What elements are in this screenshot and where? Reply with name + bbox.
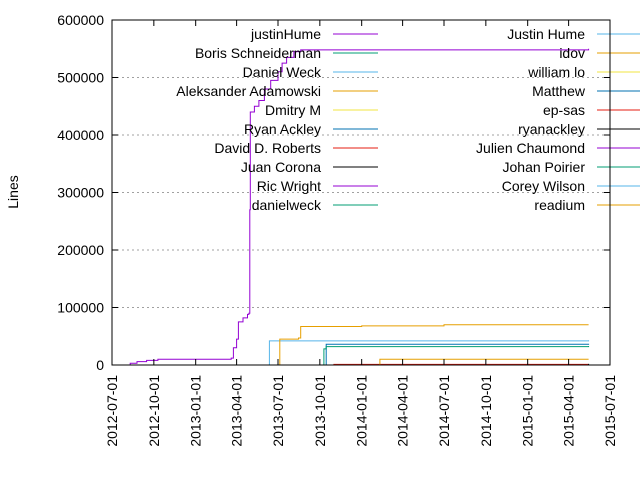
y-axis: 0 100000 200000 300000 400000 500000 600000 xyxy=(57,12,610,373)
x-tick-label: 2013-10-01 xyxy=(312,375,328,447)
legend-item: Dmitry M xyxy=(265,102,378,118)
x-tick-label: 2015-04-01 xyxy=(561,375,577,447)
x-axis: 2012-07-01 2012-10-01 2013-01-01 2013-04-01… xyxy=(104,20,618,447)
y-tick-label: 0 xyxy=(96,357,104,373)
legend-label: Matthew xyxy=(532,83,586,99)
grid xyxy=(112,77,610,308)
legend-item: Ryan Ackley xyxy=(244,121,378,137)
y-tick-label: 300000 xyxy=(57,185,104,201)
x-tick-label: 2014-04-01 xyxy=(395,375,411,447)
legend-item: Juan Corona xyxy=(241,159,378,175)
legend-item: Ric Wright xyxy=(257,178,378,194)
legend-label: Ryan Ackley xyxy=(244,121,321,137)
legend-item: Julien Chaumond xyxy=(476,140,640,156)
legend-item: Aleksander Adamowski xyxy=(176,83,378,99)
x-tick-label: 2012-10-01 xyxy=(146,375,162,447)
x-tick-label: 2015-01-01 xyxy=(520,375,536,447)
legend-item: william lo xyxy=(527,64,640,80)
x-tick-label: 2014-10-01 xyxy=(478,375,494,447)
legend-item: Matthew xyxy=(532,83,640,99)
legend-item: Daniel Weck xyxy=(243,64,378,80)
series-line xyxy=(126,48,590,366)
legend-label: David D. Roberts xyxy=(214,140,321,156)
legend-label: Dmitry M xyxy=(265,102,321,118)
legend-label: Julien Chaumond xyxy=(476,140,585,156)
legend-label: Aleksander Adamowski xyxy=(176,83,321,99)
y-axis-title: Lines xyxy=(5,175,21,208)
x-tick-label: 2013-07-01 xyxy=(270,375,286,447)
x-tick-label: 2015-07-01 xyxy=(602,375,618,447)
legend-label: readium xyxy=(534,197,585,213)
legend-label: justinHume xyxy=(250,26,321,42)
series-line xyxy=(319,346,590,366)
y-tick-label: 400000 xyxy=(57,127,104,143)
legend: justinHume Boris Schneiderman Daniel Weck A… xyxy=(176,26,640,213)
y-tick-label: 100000 xyxy=(57,300,104,316)
legend-item: Boris Schneiderman xyxy=(195,45,378,61)
x-tick-label: 2012-07-01 xyxy=(104,375,120,447)
legend-item: ryanackley xyxy=(518,121,640,137)
legend-item: justinHume xyxy=(250,26,378,42)
series-line xyxy=(278,324,589,366)
legend-label: Boris Schneiderman xyxy=(195,45,321,61)
y-tick-label: 600000 xyxy=(57,12,104,28)
x-tick-label: 2014-07-01 xyxy=(436,375,452,447)
legend-label: Johan Poirier xyxy=(503,159,586,175)
y-tick-label: 200000 xyxy=(57,242,104,258)
x-tick-label: 2013-04-01 xyxy=(229,375,245,447)
x-tick-label: 2013-01-01 xyxy=(188,375,204,447)
y-tick-label: 500000 xyxy=(57,70,104,86)
legend-label: idov xyxy=(559,45,585,61)
legend-label: william lo xyxy=(527,64,585,80)
legend-item: Corey Wilson xyxy=(502,178,640,194)
legend-label: Justin Hume xyxy=(507,26,585,42)
legend-item: ep-sas xyxy=(543,102,640,118)
legend-label: danielweck xyxy=(252,197,322,213)
legend-item: danielweck xyxy=(252,197,378,213)
legend-item: David D. Roberts xyxy=(214,140,378,156)
x-tick-label: 2014-01-01 xyxy=(354,375,370,447)
legend-label: ryanackley xyxy=(518,121,585,137)
legend-label: Ric Wright xyxy=(257,178,321,194)
legend-item: idov xyxy=(559,45,640,61)
legend-label: Corey Wilson xyxy=(502,178,585,194)
legend-item: Justin Hume xyxy=(507,26,640,42)
legend-item: Johan Poirier xyxy=(503,159,640,175)
legend-label: Juan Corona xyxy=(241,159,321,175)
legend-item: readium xyxy=(534,197,640,213)
legend-label: Daniel Weck xyxy=(243,64,322,80)
legend-label: ep-sas xyxy=(543,102,585,118)
